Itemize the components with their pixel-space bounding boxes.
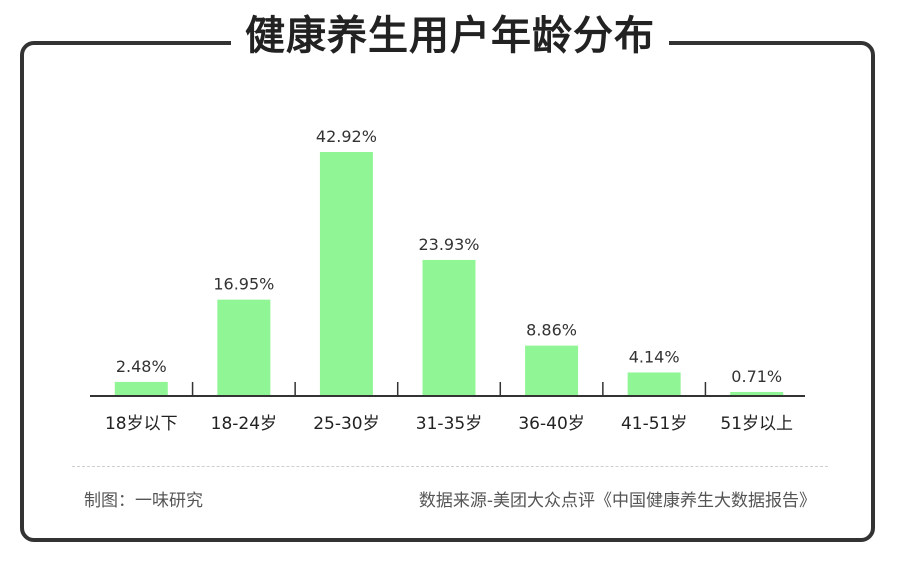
category-label-2: 25-30岁: [313, 414, 379, 434]
bar-0: [114, 381, 168, 396]
credit-text: 制图：一味研究: [84, 491, 203, 511]
category-label-6: 51岁以上: [720, 414, 793, 434]
value-label-5: 4.14%: [629, 347, 680, 366]
category-label-0: 18岁以下: [105, 414, 178, 434]
value-label-1: 16.95%: [213, 275, 274, 294]
chart-title: 健康养生用户年龄分布: [231, 8, 669, 64]
category-label-5: 41-51岁: [621, 414, 687, 434]
bar-3: [422, 259, 476, 396]
category-label-1: 18-24岁: [211, 414, 277, 434]
category-label-4: 36-40岁: [518, 414, 584, 434]
value-labels-group: 2.48% 16.95% 42.92% 23.93% 8.86% 4.14% 0.71%: [116, 127, 782, 386]
value-label-2: 42.92%: [316, 127, 377, 146]
title-wrapper: 健康养生用户年龄分布: [0, 8, 900, 64]
value-label-6: 0.71%: [731, 367, 782, 386]
category-label-3: 31-35岁: [416, 414, 482, 434]
bars-group: [114, 152, 784, 396]
bar-4: [525, 345, 579, 396]
bar-6: [730, 391, 784, 396]
footer-divider: [72, 466, 828, 467]
bar-2: [319, 152, 373, 396]
value-label-3: 23.93%: [418, 235, 479, 254]
category-labels-group: 18岁以下 18-24岁 25-30岁 31-35岁 36-40岁 41-51岁 51岁以上: [105, 414, 793, 434]
x-ticks-group: [191, 382, 707, 396]
bar-5: [627, 372, 681, 396]
source-text: 数据来源-美团大众点评《中国健康养生大数据报告》: [418, 491, 816, 511]
bar-1: [217, 299, 271, 396]
value-label-4: 8.86%: [526, 321, 577, 340]
value-label-0: 2.48%: [116, 357, 167, 376]
